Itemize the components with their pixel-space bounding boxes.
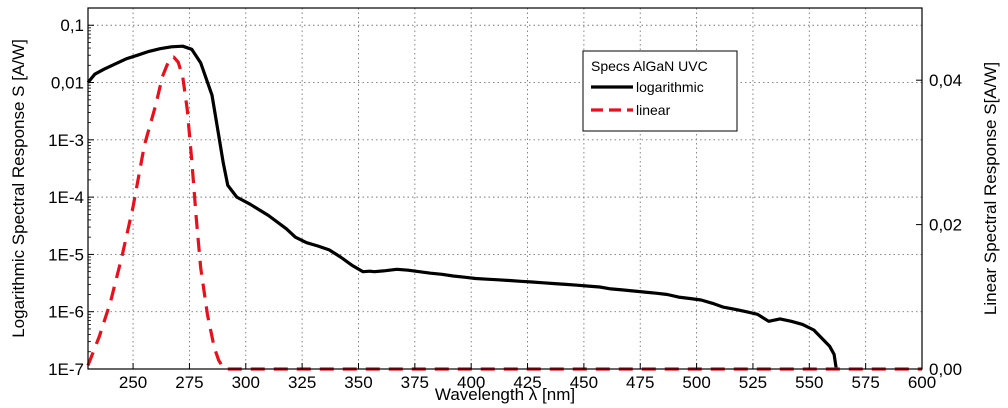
legend: Specs AlGaN UVC logarithmic linear [582,50,738,132]
x-tick-label: 325 [288,373,316,392]
legend-label-logarithmic: logarithmic [636,79,704,95]
series-line-linear [86,55,922,371]
y-left-tick-label: 1E-5 [48,245,84,264]
x-tick-label: 500 [682,373,710,392]
x-tick-label: 275 [175,373,203,392]
y-left-tick-label: 0,1 [60,16,84,35]
x-tick-label: 350 [344,373,372,392]
series-line-logarithmic [86,44,838,370]
x-tick-label: 425 [513,373,541,392]
x-tick-label: 525 [739,373,767,392]
y-right-tick-label: 0,04 [929,71,962,90]
y-left-axis-title: Logarithmic Spectral Response S [A/W] [9,39,28,338]
x-tick-label: 600 [908,373,936,392]
legend-label-linear: linear [636,102,671,118]
plot-frame [87,7,923,370]
y-right-tick-label: 0,00 [929,360,962,379]
y-left-tick-label: 1E-3 [48,131,84,150]
tick-marks [88,24,923,370]
y-right-axis-title: Linear Spectral Response S[A/W] [981,62,1000,315]
series-layer [86,44,922,371]
x-tick-label: 400 [457,373,485,392]
x-axis-title: Wavelength λ [nm] [435,385,575,404]
legend-box [582,50,738,132]
y-left-tick-label: 1E-4 [48,188,84,207]
x-tick-label: 450 [570,373,598,392]
y-left-tick-label: 1E-7 [48,360,84,379]
x-tick-label: 550 [795,373,823,392]
x-tick-label: 250 [119,373,147,392]
grid [88,8,923,370]
y-left-tick-label: 1E-6 [48,303,84,322]
y-right-tick-label: 0,02 [929,216,962,235]
x-tick-label: 575 [851,373,879,392]
x-tick-label: 300 [232,373,260,392]
legend-title: Specs AlGaN UVC [591,58,708,74]
y-left-tick-label: 0,01 [51,74,84,93]
x-tick-label: 475 [626,373,654,392]
x-tick-label: 375 [401,373,429,392]
